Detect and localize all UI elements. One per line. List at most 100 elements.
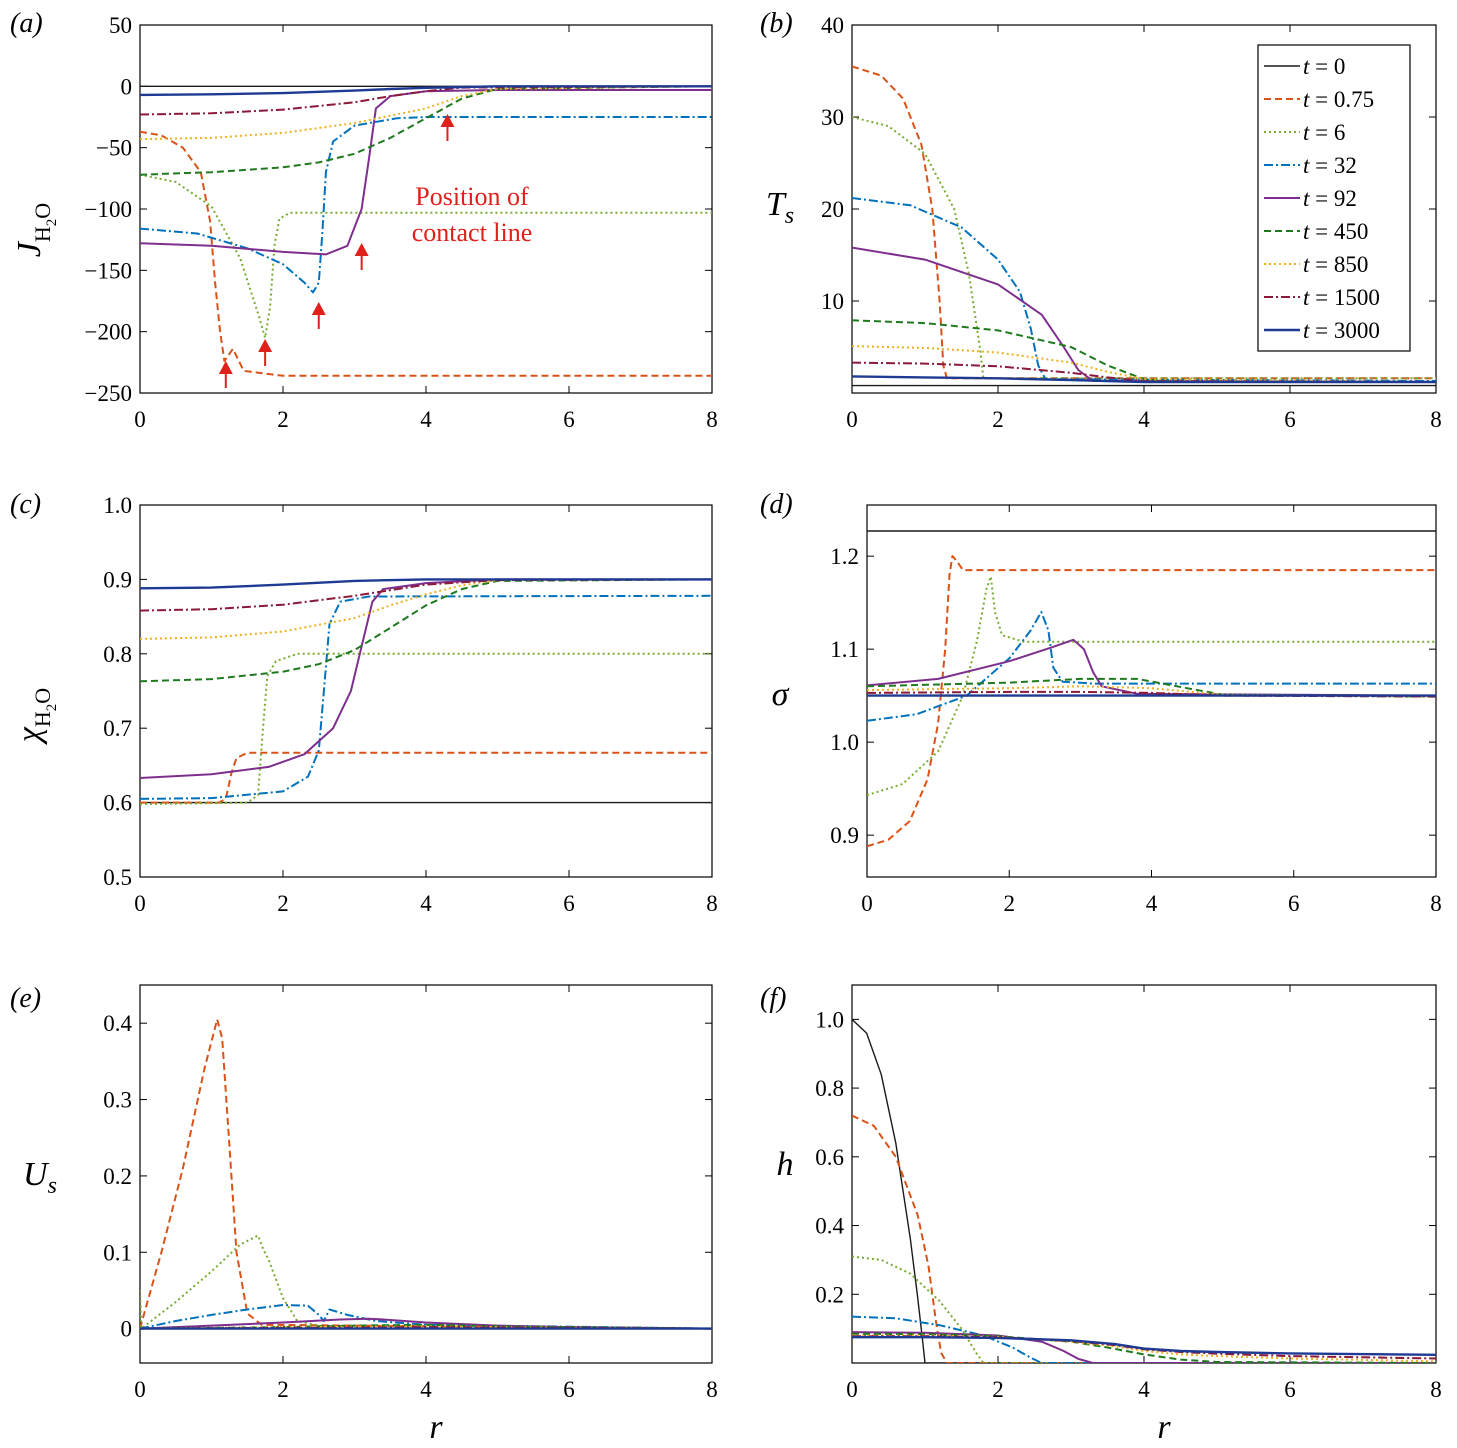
y-tick-label: 0.8	[815, 1076, 844, 1101]
panel-label: (c)	[10, 489, 41, 520]
y-tick-label: 40	[821, 13, 844, 38]
series-line-0.75	[140, 1018, 712, 1330]
series-line-32	[852, 1315, 1436, 1363]
x-tick-label: 0	[134, 1377, 146, 1402]
series-line-6	[140, 652, 712, 806]
contact-line-arrow	[440, 114, 455, 141]
x-tick-label: 6	[563, 407, 575, 432]
y-tick-label: 0.5	[103, 865, 132, 890]
y-axis-label: JH2O	[11, 203, 60, 257]
x-tick-label: 2	[277, 407, 289, 432]
contact-line-annotation: contact line	[412, 218, 533, 247]
contact-line-arrow	[218, 361, 233, 388]
x-tick-label: 2	[992, 407, 1004, 432]
legend-entry: t = 32	[1303, 153, 1357, 178]
panel-label: (f)	[760, 983, 786, 1014]
panel-label: (a)	[10, 8, 43, 39]
x-tick-label: 0	[134, 407, 146, 432]
legend-entry: t = 3000	[1303, 318, 1380, 343]
x-tick-label: 4	[1146, 891, 1158, 916]
series-line-0.75	[852, 1114, 1436, 1363]
series-line-32	[867, 611, 1436, 722]
x-tick-label: 8	[706, 891, 718, 916]
series-group	[140, 578, 712, 806]
series-line-92	[852, 1331, 1436, 1363]
x-tick-label: 6	[1284, 407, 1296, 432]
plot-frame	[866, 504, 1437, 878]
y-tick-label: 0	[121, 74, 133, 99]
y-axis-label: Ts	[766, 186, 794, 229]
legend-entry: t = 6	[1303, 120, 1345, 145]
x-tick-label: 4	[1138, 1377, 1150, 1402]
y-tick-label: 10	[821, 289, 844, 314]
y-tick-label: 1.0	[815, 1007, 844, 1032]
y-tick-label: 50	[109, 13, 132, 38]
x-tick-label: 4	[420, 1377, 432, 1402]
y-tick-label: 30	[821, 105, 844, 130]
series-group	[852, 65, 1436, 387]
series-line-32	[140, 116, 712, 294]
panel-label: (d)	[760, 489, 793, 520]
y-tick-label: 0.2	[815, 1282, 844, 1307]
y-tick-label: 0.8	[103, 642, 132, 667]
series-line-3000	[140, 85, 712, 97]
series-line-450	[140, 85, 712, 176]
legend-entry: t = 92	[1303, 186, 1357, 211]
x-tick-label: 6	[563, 1377, 575, 1402]
series-line-6	[852, 116, 1436, 380]
x-tick-label: 0	[134, 891, 146, 916]
x-tick-label: 4	[1138, 407, 1150, 432]
panel-d: 0 2 4 6 8 0.9 1.0 1.1 1.2 (d) σ	[760, 489, 1442, 916]
series-line-32	[140, 1304, 712, 1330]
series-line-3000	[852, 1336, 1436, 1356]
series-line-92	[867, 638, 1436, 697]
x-tick-label: 0	[846, 407, 858, 432]
y-tick-label: 1.0	[830, 730, 859, 755]
legend-entry: t = 450	[1303, 219, 1368, 244]
y-tick-label: 0.9	[103, 567, 132, 592]
series-line-1500	[140, 85, 712, 116]
plot-frame	[139, 504, 713, 878]
panel-label: (b)	[760, 8, 793, 39]
y-tick-label: −100	[85, 197, 132, 222]
series-line-0.75	[867, 555, 1436, 848]
series-line-92	[140, 1317, 712, 1330]
legend-entry: t = 0.75	[1303, 87, 1374, 112]
series-line-92	[140, 578, 712, 779]
series-line-3000	[140, 578, 712, 590]
x-tick-label: 6	[1284, 1377, 1296, 1402]
series-line-92	[852, 246, 1436, 383]
y-tick-label: −250	[85, 381, 132, 406]
series-line-0.75	[140, 130, 712, 377]
x-tick-label: 8	[1430, 891, 1442, 916]
y-tick-label: 1.2	[830, 544, 859, 569]
y-axis-label: h	[777, 1146, 794, 1183]
y-tick-label: 0.4	[103, 1011, 132, 1036]
panel-label: (e)	[10, 983, 41, 1014]
series-line-0	[852, 1018, 1436, 1363]
legend-entry: t = 1500	[1303, 285, 1380, 310]
x-tick-label: 6	[1288, 891, 1300, 916]
y-tick-label: 0.1	[103, 1240, 132, 1265]
contact-line-arrow	[311, 302, 326, 329]
series-line-6	[852, 1255, 1436, 1363]
x-axis-label: r	[429, 1409, 443, 1446]
series-line-6	[140, 1234, 712, 1330]
y-tick-label: 0	[121, 1317, 133, 1342]
plot-frame	[139, 984, 713, 1364]
panel-c: 0 2 4 6 8 1.0 0.9 0.8 0.7 0.6 0.5 (c) χH2O	[10, 489, 718, 916]
legend-entry: t = 0	[1303, 54, 1345, 79]
series-group	[852, 1018, 1436, 1363]
series-group	[140, 85, 712, 377]
y-tick-label: −150	[85, 258, 132, 283]
x-tick-label: 2	[1004, 891, 1016, 916]
series-group	[140, 1018, 712, 1330]
series-line-32	[140, 594, 712, 800]
panel-a: 0 2 4 6 8 50 0 −50 −100 −150 −200 −250 (a) JH2O Positi…	[10, 8, 718, 432]
series-line-6	[867, 575, 1436, 797]
series-line-92	[140, 89, 712, 256]
series-line-0.75	[140, 751, 712, 804]
y-tick-label: 1.0	[103, 493, 132, 518]
legend: t = 0 t = 0.75 t = 6 t = 32 t = 92 t = 450 t =…	[1257, 44, 1411, 352]
